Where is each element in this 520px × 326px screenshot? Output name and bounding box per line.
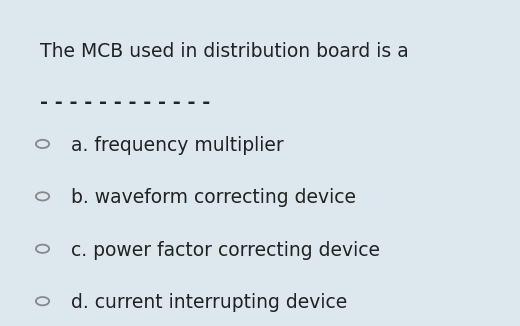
Circle shape <box>36 192 49 200</box>
Circle shape <box>36 140 49 148</box>
Text: c. power factor correcting device: c. power factor correcting device <box>71 241 380 260</box>
Text: a. frequency multiplier: a. frequency multiplier <box>71 136 283 155</box>
Text: b. waveform correcting device: b. waveform correcting device <box>71 188 356 207</box>
Circle shape <box>36 244 49 253</box>
Text: The MCB used in distribution board is a: The MCB used in distribution board is a <box>40 42 409 61</box>
Circle shape <box>36 297 49 305</box>
Text: - - - - - - - - - - - -: - - - - - - - - - - - - <box>40 93 210 112</box>
Text: d. current interrupting device: d. current interrupting device <box>71 293 347 312</box>
